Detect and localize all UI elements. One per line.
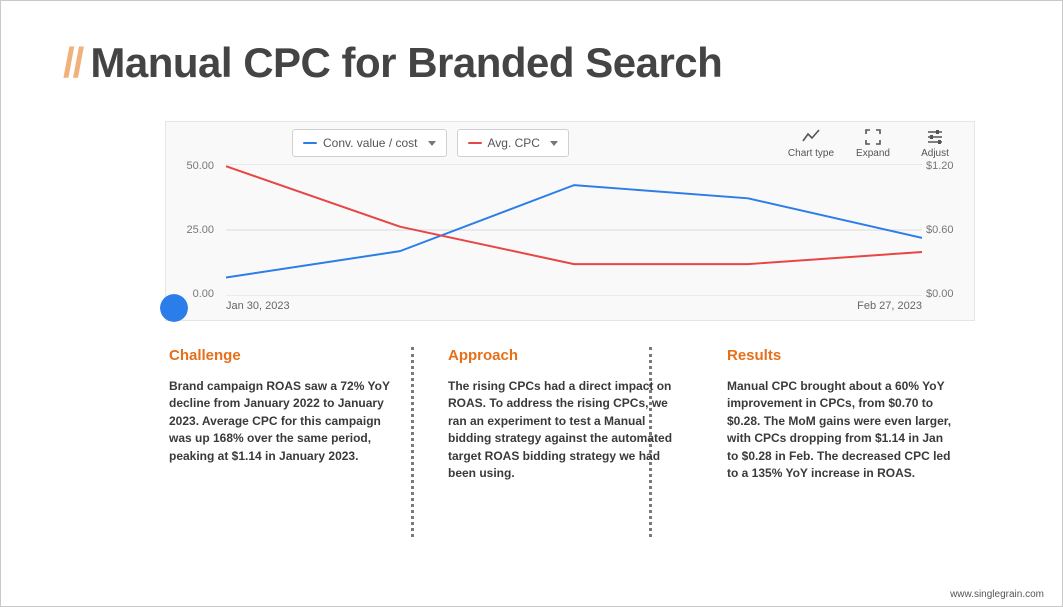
column-heading: Approach (448, 347, 678, 364)
y-left-tick-top: 50.00 (174, 160, 214, 172)
column-approach: Approach The rising CPCs had a direct im… (448, 347, 678, 482)
chevron-down-icon (428, 141, 436, 146)
y-right-tick-mid: $0.60 (926, 224, 966, 236)
tool-label: Chart type (788, 148, 834, 159)
trend-icon (802, 128, 820, 146)
legend-conv-value-cost[interactable]: Conv. value / cost (292, 129, 447, 157)
column-challenge: Challenge Brand campaign ROAS saw a 72% … (169, 347, 399, 482)
column-results: Results Manual CPC brought about a 60% Y… (727, 347, 957, 482)
y-right-tick-bottom: $0.00 (926, 288, 966, 300)
expand-button[interactable]: Expand (842, 128, 904, 159)
column-heading: Results (727, 347, 957, 364)
tool-label: Adjust (921, 148, 949, 159)
chart-toolbar: Conv. value / cost Avg. CPC Chart type (166, 122, 974, 164)
column-heading: Challenge (169, 347, 399, 364)
legend-label: Conv. value / cost (323, 136, 418, 150)
expand-icon (864, 128, 882, 146)
chevron-down-icon (550, 141, 558, 146)
adjust-button[interactable]: Adjust (904, 128, 966, 159)
page-title: Manual CPC for Branded Search (90, 39, 722, 87)
footer-url: www.singlegrain.com (950, 589, 1044, 600)
x-tick-start: Jan 30, 2023 (226, 300, 290, 314)
chart-svg (226, 164, 922, 296)
legend-avg-cpc[interactable]: Avg. CPC (457, 129, 569, 157)
pager-circle-icon (160, 294, 188, 322)
chart-type-button[interactable]: Chart type (780, 128, 842, 159)
legend-swatch-red (468, 142, 482, 144)
legend-label: Avg. CPC (488, 136, 540, 150)
tool-label: Expand (856, 148, 890, 159)
title-slash-icon: // (63, 39, 82, 87)
chart-plot-area (226, 164, 922, 296)
slide: // Manual CPC for Branded Search Conv. v… (0, 0, 1063, 607)
column-body: The rising CPCs had a direct impact on R… (448, 378, 678, 482)
x-tick-end: Feb 27, 2023 (857, 300, 922, 314)
legend-swatch-blue (303, 142, 317, 144)
columns: Challenge Brand campaign ROAS saw a 72% … (169, 347, 957, 482)
y-left-tick-mid: 25.00 (174, 224, 214, 236)
column-body: Brand campaign ROAS saw a 72% YoY declin… (169, 378, 399, 465)
x-axis-labels: Jan 30, 2023 Feb 27, 2023 (226, 300, 922, 314)
y-right-tick-top: $1.20 (926, 160, 966, 172)
chart-card: Conv. value / cost Avg. CPC Chart type (165, 121, 975, 321)
sliders-icon (926, 128, 944, 146)
title-row: // Manual CPC for Branded Search (63, 39, 722, 87)
column-body: Manual CPC brought about a 60% YoY impro… (727, 378, 957, 482)
